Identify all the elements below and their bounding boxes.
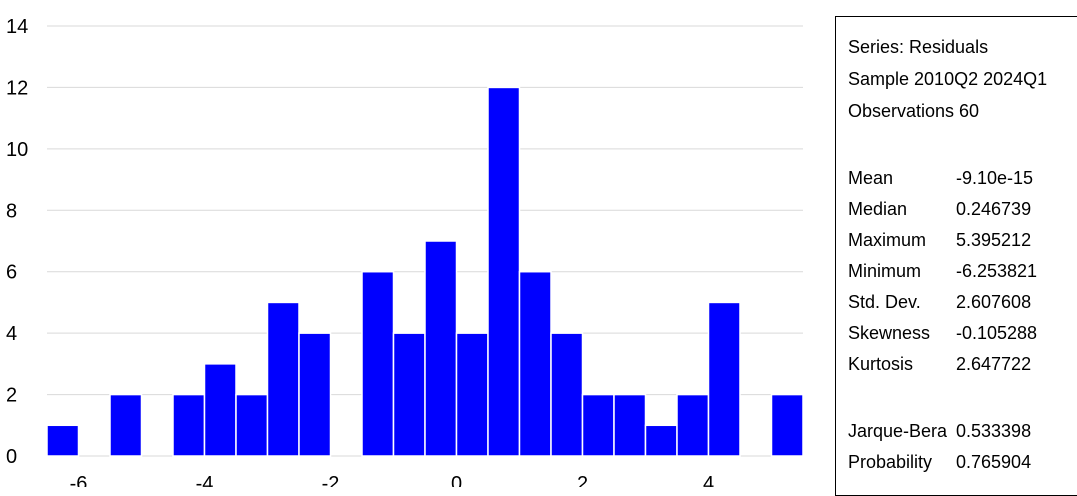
stat-value-std-dev: 2.607608 <box>956 292 1032 312</box>
histogram-bar <box>203 363 237 457</box>
stat-value-kurtosis: 2.647722 <box>956 354 1032 374</box>
histogram-bar <box>424 240 458 457</box>
histogram-bar <box>455 332 489 457</box>
stat-label-mean: Mean <box>848 168 894 188</box>
y-tick-label: 14 <box>6 16 28 38</box>
x-axis-ticks: -6 -4 -2 0 2 4 <box>70 473 714 487</box>
y-tick-label: 6 <box>6 262 17 284</box>
statistics-panel: Series: Residuals Sample 2010Q2 2024Q1 O… <box>835 16 1077 496</box>
y-tick-label: 10 <box>6 139 28 161</box>
stat-label-minimum: Minimum <box>848 261 922 281</box>
histogram-bar <box>613 393 647 457</box>
histogram-bar <box>46 424 80 457</box>
histogram-bar <box>550 332 584 457</box>
stat-label-median: Median <box>848 199 908 219</box>
test-label-jarque-bera: Jarque-Bera <box>848 421 948 441</box>
series-name: Series: Residuals <box>848 37 989 57</box>
histogram-bar <box>518 270 552 457</box>
histogram-bar <box>266 301 300 457</box>
stat-label-kurtosis: Kurtosis <box>848 354 914 374</box>
test-value-jarque-bera: 0.533398 <box>956 421 1032 441</box>
histogram-bar <box>581 393 615 457</box>
stat-label-maximum: Maximum <box>848 230 927 250</box>
histogram-bars <box>46 86 804 457</box>
x-tick-label: -4 <box>196 473 214 487</box>
histogram-bar <box>770 393 804 457</box>
histogram-bar <box>392 332 426 457</box>
y-tick-label: 4 <box>6 323 17 345</box>
y-tick-label: 0 <box>6 446 17 468</box>
test-value-probability: 0.765904 <box>956 452 1032 472</box>
y-tick-label: 12 <box>6 77 28 99</box>
stat-value-skewness: -0.105288 <box>956 323 1038 343</box>
test-label-probability: Probability <box>848 452 933 472</box>
observation-count: Observations 60 <box>848 101 980 121</box>
histogram-bar <box>109 393 143 457</box>
histogram-bar <box>676 393 710 457</box>
histogram-bar <box>487 86 521 457</box>
x-tick-label: 4 <box>703 473 714 487</box>
histogram-bar <box>644 424 678 457</box>
stat-value-minimum: -6.253821 <box>956 261 1038 281</box>
stat-value-maximum: 5.395212 <box>956 230 1032 250</box>
stat-label-skewness: Skewness <box>848 323 931 343</box>
y-tick-label: 8 <box>6 200 17 222</box>
y-tick-label: 2 <box>6 385 17 407</box>
y-axis-ticks: 0 2 4 6 8 10 12 14 <box>6 16 28 468</box>
stat-value-median: 0.246739 <box>956 199 1032 219</box>
x-tick-label: -6 <box>70 473 88 487</box>
residuals-histogram: 0 2 4 6 8 10 12 14 -6 -4 -2 0 2 4 <box>6 16 804 487</box>
x-tick-label: 0 <box>451 473 462 487</box>
histogram-bar <box>361 270 395 457</box>
stat-label-std-dev: Std. Dev. <box>848 292 921 312</box>
histogram-bar <box>707 301 741 457</box>
histogram-bar <box>235 393 269 457</box>
histogram-bar <box>172 393 206 457</box>
sample-range: Sample 2010Q2 2024Q1 <box>848 69 1048 89</box>
x-tick-label: 2 <box>577 473 588 487</box>
histogram-bar <box>298 332 332 457</box>
stat-value-mean: -9.10e-15 <box>956 168 1034 188</box>
x-tick-label: -2 <box>322 473 340 487</box>
